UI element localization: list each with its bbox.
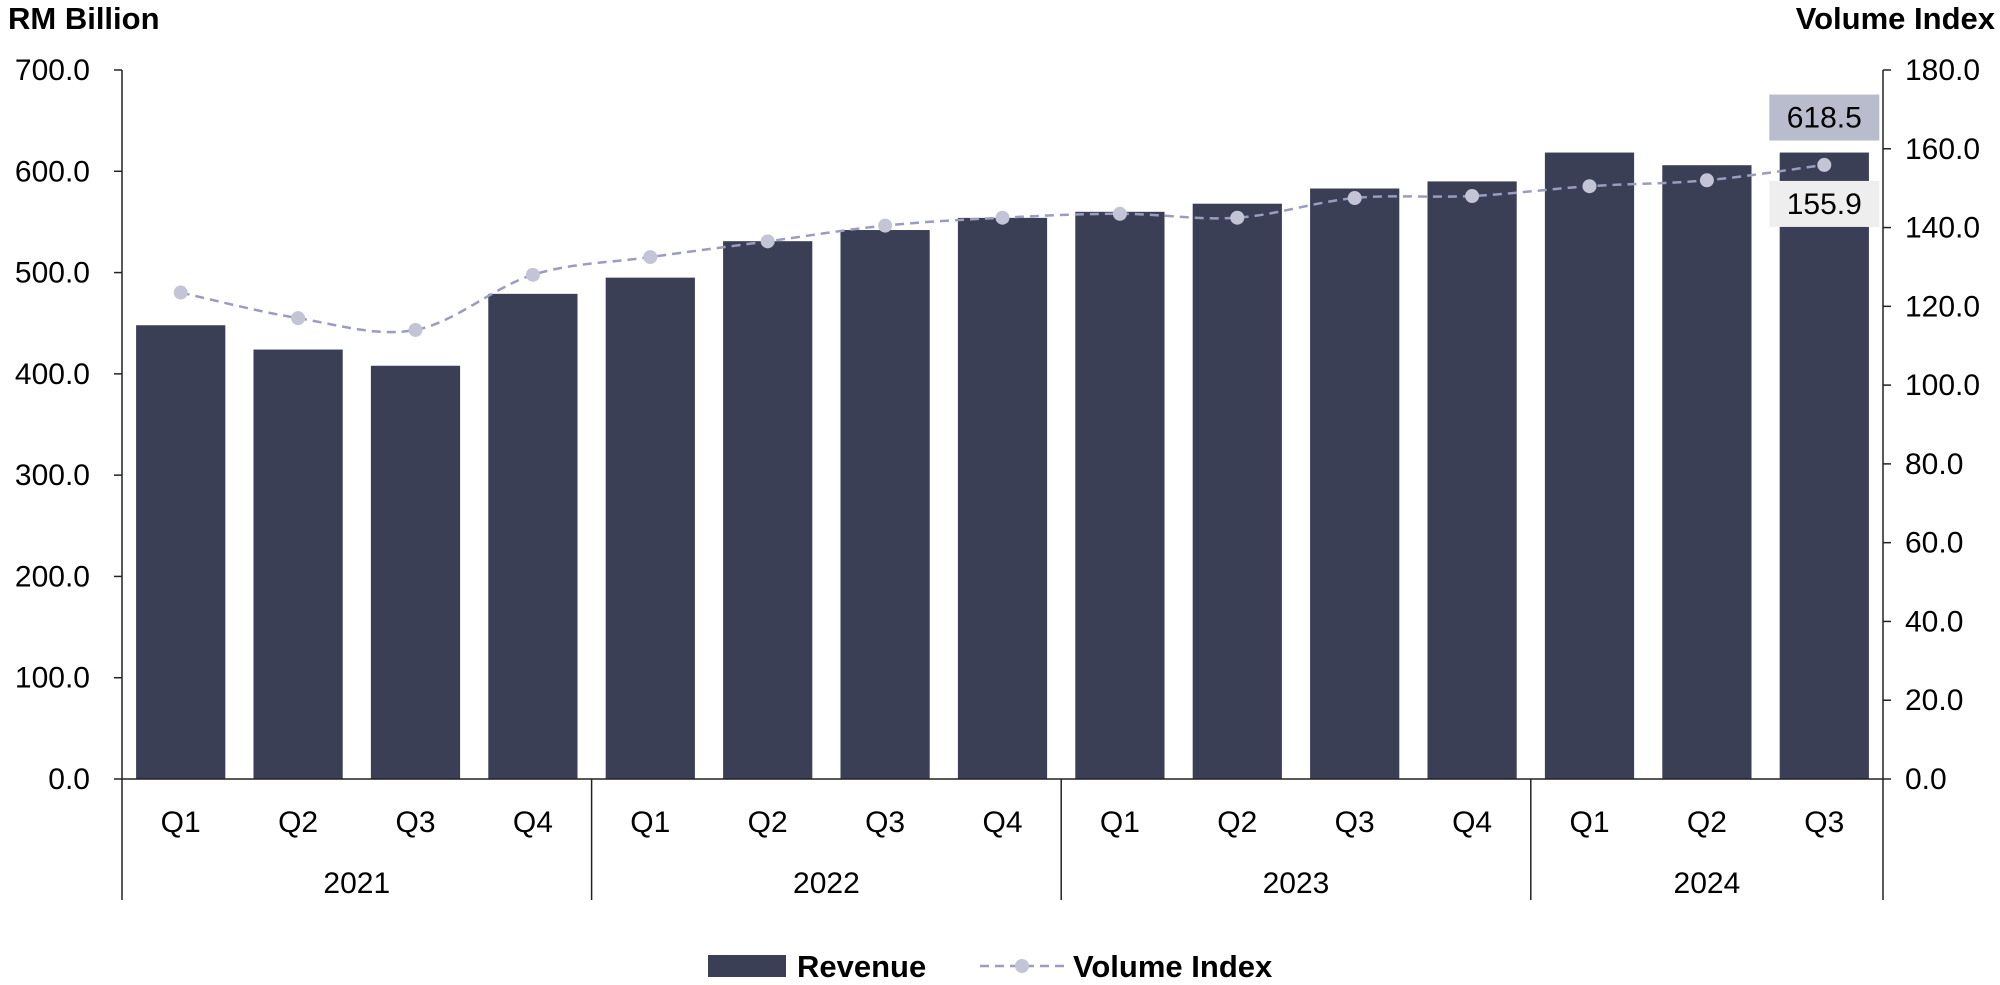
volume-index-point xyxy=(878,218,893,233)
left-tick-label: 200.0 xyxy=(15,560,90,593)
revenue-bar xyxy=(1310,188,1400,780)
volume-index-line xyxy=(173,157,1832,337)
callout-box xyxy=(1769,180,1880,227)
quarter-label: Q4 xyxy=(982,806,1022,839)
revenue-bar xyxy=(253,349,343,779)
left-axis-title: RM Billion xyxy=(8,1,160,36)
legend-revenue-label: Revenue xyxy=(797,949,926,984)
volume-index-point xyxy=(173,285,188,300)
right-tick-label: 80.0 xyxy=(1905,448,1963,481)
revenue-bar xyxy=(136,325,226,779)
legend-volume-label: Volume Index xyxy=(1073,949,1273,984)
revenue-bar xyxy=(1779,152,1869,779)
volume-index-point xyxy=(995,210,1010,225)
revenue-bar xyxy=(1427,181,1517,779)
volume-index-point xyxy=(1817,157,1832,172)
revenue-bar xyxy=(840,230,930,779)
left-tick-label: 300.0 xyxy=(15,459,90,492)
callout-label: 155.9 xyxy=(1787,188,1862,221)
year-label: 2021 xyxy=(323,867,390,900)
right-tick-label: 120.0 xyxy=(1905,290,1980,323)
callout-box xyxy=(1769,94,1880,141)
right-tick-label: 160.0 xyxy=(1905,133,1980,166)
quarter-label: Q4 xyxy=(513,806,553,839)
legend-revenue-swatch xyxy=(708,955,786,977)
revenue-bar xyxy=(370,365,461,779)
left-tick-label: 100.0 xyxy=(15,662,90,695)
right-tick-label: 100.0 xyxy=(1905,369,1980,402)
volume-index-point xyxy=(525,267,540,282)
quarter-label: Q2 xyxy=(1687,806,1727,839)
volume-index-point xyxy=(1112,206,1127,221)
right-tick-label: 20.0 xyxy=(1905,684,1963,717)
left-tick-label: 700.0 xyxy=(15,54,90,87)
quarter-label: Q1 xyxy=(1569,806,1609,839)
callout-label: 618.5 xyxy=(1787,102,1862,135)
left-tick-label: 500.0 xyxy=(15,257,90,290)
quarter-label: Q2 xyxy=(748,806,788,839)
year-label: 2024 xyxy=(1674,867,1741,900)
volume-index-point xyxy=(1347,191,1362,206)
revenue-bar xyxy=(605,277,695,779)
revenue-bars xyxy=(136,152,1869,780)
year-label: 2023 xyxy=(1263,867,1330,900)
legend-volume-marker xyxy=(1015,959,1029,973)
quarter-label: Q4 xyxy=(1452,806,1492,839)
right-tick-label: 60.0 xyxy=(1905,527,1963,560)
volume-index-point xyxy=(291,311,306,326)
quarter-label: Q3 xyxy=(1335,806,1375,839)
year-label: 2022 xyxy=(793,867,860,900)
left-tick-label: 600.0 xyxy=(15,155,90,188)
volume-index-point xyxy=(1582,179,1597,194)
axes: 0.0 100.0 200.0 300.0 400.0 500.0 600.0 700.0 0.… xyxy=(15,54,1980,900)
right-axis-title: Volume Index xyxy=(1796,1,1996,36)
revenue-bar xyxy=(488,293,578,779)
revenue-bar xyxy=(1075,211,1165,780)
volume-index-point xyxy=(408,322,423,337)
quarter-label: Q1 xyxy=(161,806,201,839)
callouts: 618.5 155.9 xyxy=(1769,94,1880,227)
right-tick-label: 140.0 xyxy=(1905,212,1980,245)
revenue-bar xyxy=(723,241,813,779)
quarter-label: Q1 xyxy=(630,806,670,839)
quarter-label: Q3 xyxy=(1804,806,1844,839)
quarter-label: Q2 xyxy=(1217,806,1257,839)
left-tick-label: 0.0 xyxy=(48,763,90,796)
quarter-label: Q3 xyxy=(865,806,905,839)
revenue-bar xyxy=(1192,203,1282,779)
right-tick-label: 0.0 xyxy=(1905,763,1947,796)
volume-index-point xyxy=(1465,189,1480,204)
legend: Revenue Volume Index xyxy=(708,949,1273,984)
volume-index-point xyxy=(1230,210,1245,225)
right-tick-label: 180.0 xyxy=(1905,54,1980,87)
volume-index-point xyxy=(643,250,658,265)
revenue-bar xyxy=(1544,152,1635,779)
quarter-label: Q2 xyxy=(278,806,318,839)
quarter-label: Q1 xyxy=(1100,806,1140,839)
volume-index-point xyxy=(1699,173,1714,188)
revenue-bar xyxy=(957,217,1048,779)
volume-index-point xyxy=(760,234,775,249)
quarter-label: Q3 xyxy=(395,806,435,839)
revenue-bar xyxy=(1662,165,1752,780)
right-tick-label: 40.0 xyxy=(1905,605,1963,638)
left-tick-label: 400.0 xyxy=(15,358,90,391)
